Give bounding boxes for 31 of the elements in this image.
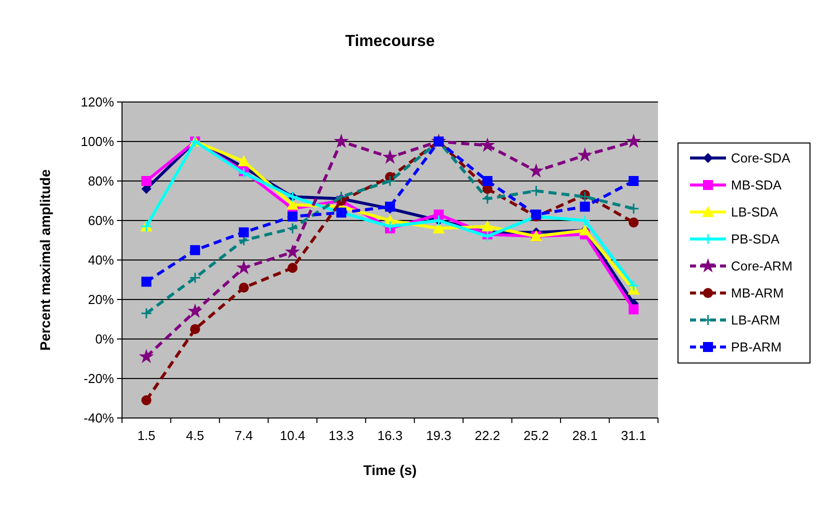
x-tick-label: 22.2 (474, 428, 500, 443)
x-tick-label: 28.1 (572, 428, 598, 443)
legend-label: Core-SDA (731, 150, 791, 166)
x-tick-label: 31.1 (620, 428, 646, 443)
x-tick-label: 13.3 (328, 428, 354, 443)
y-tick-label: 0% (95, 332, 114, 347)
y-tick-label: 40% (88, 252, 114, 268)
x-tick-label: 1.5 (137, 428, 156, 443)
y-tick-label: -40% (84, 410, 114, 426)
y-tick-label: -20% (84, 371, 114, 386)
legend-label: MB-SDA (731, 178, 782, 193)
x-tick-label: 16.3 (377, 428, 403, 443)
legend-label: LB-SDA (731, 204, 778, 220)
x-tick-label: 7.4 (234, 428, 253, 443)
chart-title: Timecourse (345, 33, 435, 50)
y-tick-label: 100% (80, 134, 114, 150)
legend-label: Core-ARM (731, 258, 792, 274)
legend-label: LB-ARM (731, 312, 780, 328)
x-tick-label: 19.3 (426, 428, 452, 443)
legend-label: PB-SDA (731, 232, 780, 247)
legend-label: MB-ARM (731, 286, 784, 301)
x-tick-label: 4.5 (186, 428, 204, 443)
y-tick-label: 20% (88, 292, 114, 308)
y-tick-label: 120% (80, 94, 114, 110)
legend-label: PB-ARM (731, 340, 782, 355)
y-axis-title: Percent maximal amplitude (37, 169, 53, 351)
x-tick-label: 10.4 (280, 428, 306, 443)
x-tick-label: 25.2 (524, 428, 549, 443)
x-axis-title: Time (s) (363, 462, 417, 478)
y-tick-label: 80% (88, 174, 114, 189)
y-tick-label: 60% (88, 213, 114, 228)
